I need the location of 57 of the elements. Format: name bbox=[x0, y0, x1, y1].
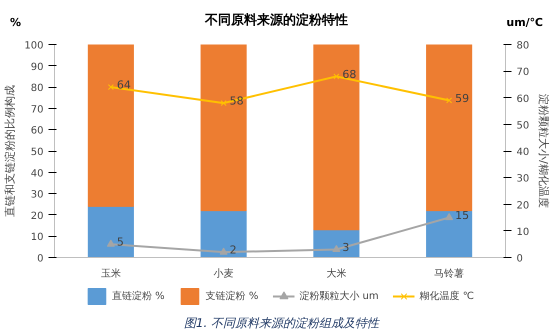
caption: 图1. 不同原料来源的淀粉组成及特性 bbox=[182, 315, 381, 331]
x-tick-label: 大米 bbox=[326, 268, 346, 280]
bar bbox=[426, 210, 472, 258]
x-tick-label: 小麦 bbox=[214, 268, 234, 280]
point bbox=[445, 213, 454, 220]
data-label: 64 bbox=[116, 78, 131, 92]
data-label: 2 bbox=[230, 244, 237, 257]
y-tick-label: 20 bbox=[30, 210, 44, 222]
data-label: 59 bbox=[455, 92, 470, 105]
bar bbox=[88, 44, 134, 207]
data-label: 58 bbox=[230, 94, 244, 108]
point bbox=[106, 240, 115, 247]
legend-label: 直链淀粉 % bbox=[112, 290, 165, 303]
y-tick-label: 100 bbox=[24, 40, 44, 52]
y-tick-label: 80 bbox=[30, 83, 44, 94]
y2-tick-label: 10 bbox=[516, 226, 530, 238]
y-tick-label: 0 bbox=[37, 254, 44, 264]
y-tick-label: 40 bbox=[30, 168, 44, 180]
y-tick-label: 70 bbox=[30, 104, 44, 116]
point bbox=[332, 244, 340, 252]
y2-tick-label: 30 bbox=[516, 174, 530, 185]
y-tick-label: 10 bbox=[30, 232, 44, 244]
y-tick-label: 50 bbox=[30, 147, 44, 158]
y2-tick-label: 20 bbox=[516, 200, 530, 212]
point bbox=[108, 84, 114, 90]
data-label: 5 bbox=[116, 236, 124, 249]
legend-label: 支链淀粉 % bbox=[206, 290, 258, 303]
y-tick-label: 60 bbox=[30, 126, 44, 137]
text: um/℃ bbox=[505, 15, 543, 31]
x-tick-label: 马铃薯 bbox=[434, 268, 464, 280]
data-label: 68 bbox=[342, 68, 356, 81]
y-axis-title: 直链和支链淀粉的比例构成 bbox=[3, 85, 16, 217]
point bbox=[220, 100, 227, 106]
y2-tick-label: 50 bbox=[516, 120, 530, 132]
x-tick-label: 玉米 bbox=[100, 268, 121, 280]
data-label: 3 bbox=[342, 241, 350, 254]
y2-tick-label: 80 bbox=[516, 40, 530, 52]
bar bbox=[200, 44, 247, 212]
chart-title: 不同原料来源的淀粉特性 bbox=[205, 12, 348, 30]
y2-tick-label: 40 bbox=[516, 147, 530, 158]
y2-tick-label: 0 bbox=[516, 254, 523, 264]
text: % bbox=[10, 15, 22, 31]
point bbox=[333, 73, 340, 80]
y2-axis-title: 淀粉颗粒大小/糊化温度 bbox=[537, 94, 550, 208]
legend-label: 淀粉颗粒大小 um bbox=[299, 290, 379, 303]
y2-tick-label: 70 bbox=[516, 67, 530, 78]
bar bbox=[88, 206, 134, 258]
point bbox=[220, 248, 228, 255]
y-tick-label: 90 bbox=[30, 62, 44, 73]
y2-tick-label: 60 bbox=[516, 94, 530, 105]
y-tick-label: 30 bbox=[30, 190, 44, 201]
legend-label: 糊化温度 ℃ bbox=[420, 290, 474, 303]
bar bbox=[426, 44, 472, 212]
data-label: 15 bbox=[455, 209, 470, 222]
point bbox=[446, 97, 452, 104]
bar bbox=[200, 210, 247, 258]
bar bbox=[313, 44, 360, 230]
